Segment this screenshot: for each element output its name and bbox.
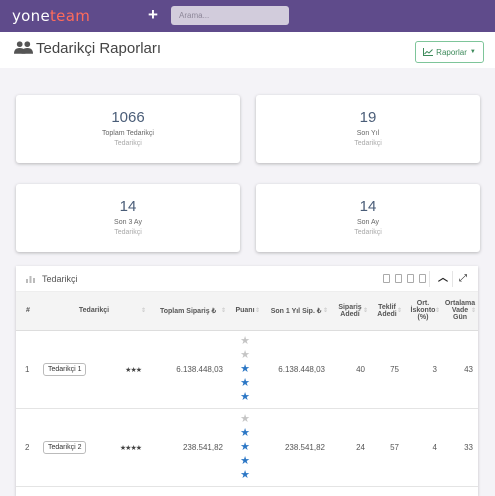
pdf-icon[interactable] xyxy=(407,274,414,283)
column-header-total-order[interactable]: Toplam Sipariş ₺ ⇕ xyxy=(148,292,228,331)
supplier-table: # Tedarikçi ⇕ Toplam Sipariş ₺ ⇕ Puanı ⇕ So… xyxy=(16,292,478,487)
column-header-term[interactable]: Ortalama Vade Gün ⇕ xyxy=(442,292,478,331)
reports-dropdown-button[interactable]: Raporlar ▼ xyxy=(415,41,484,63)
star-filled-icon[interactable]: ★ xyxy=(240,440,250,453)
discount-cell: 3 xyxy=(404,330,442,409)
stat-sublabel: Tedarikçi xyxy=(114,140,142,147)
top-navbar: yoneteam + xyxy=(0,0,495,32)
star-filled-icon[interactable]: ★ xyxy=(240,390,250,403)
caret-down-icon: ▼ xyxy=(469,49,476,55)
total-order-cell: 6.138.448,03 xyxy=(148,330,228,409)
supplier-cell: Tedarikçi 2 ★★★★ xyxy=(40,408,148,487)
stat-label: Son Ay xyxy=(356,219,380,226)
table-header-row: # Tedarikçi ⇕ Toplam Sipariş ₺ ⇕ Puanı ⇕ So… xyxy=(16,292,478,331)
sort-icon: ⇕ xyxy=(434,308,440,314)
row-index: 2 xyxy=(16,408,40,487)
users-icon xyxy=(14,41,33,54)
print-icon[interactable] xyxy=(419,274,426,283)
excel-icon[interactable] xyxy=(395,274,402,283)
stat-value: 19 xyxy=(359,109,377,126)
row-index: 1 xyxy=(16,330,40,409)
sort-icon: ⇕ xyxy=(140,308,146,314)
supplier-tag[interactable]: Tedarikçi 1 xyxy=(43,362,87,376)
rating-stars: ★ ★ ★ ★ ★ xyxy=(231,335,259,404)
add-button[interactable]: + xyxy=(148,5,158,24)
column-header-last-year[interactable]: Son 1 Yıl Sip. ₺ ⇕ xyxy=(262,292,330,331)
star-filled-icon[interactable]: ★ xyxy=(240,376,250,389)
stat-card-last-3-months: 14 Son 3 Ay Tedarikçi xyxy=(16,184,240,252)
stat-value: 14 xyxy=(119,198,137,215)
stat-label: Toplam Tedarikçi xyxy=(101,130,154,137)
panel-title: Tedarikçi xyxy=(42,274,78,284)
column-header-supplier[interactable]: Tedarikçi ⇕ xyxy=(40,292,148,331)
last-year-cell: 238.541,82 xyxy=(262,408,330,487)
panel-header: Tedarikçi ︿ ⤢ xyxy=(16,266,478,292)
supplier-cell: Tedarikçi 1 ★★★ xyxy=(40,330,148,409)
supplier-table-panel: Tedarikçi ︿ ⤢ # Tedarikçi ⇕ Toplam Sipari… xyxy=(16,266,478,496)
term-cell: 33 xyxy=(442,408,478,487)
stat-sublabel: Tedarikçi xyxy=(114,229,142,236)
stat-value: 1066 xyxy=(111,109,145,126)
star-empty-icon[interactable]: ★ xyxy=(240,412,250,425)
stat-label: Son Yıl xyxy=(356,130,380,137)
divider xyxy=(429,271,430,287)
mini-rating-stars: ★★★ xyxy=(125,366,142,374)
stat-sublabel: Tedarikçi xyxy=(354,229,382,236)
star-empty-icon[interactable]: ★ xyxy=(240,348,250,361)
order-count-cell: 24 xyxy=(330,408,370,487)
supplier-tag[interactable]: Tedarikçi 2 xyxy=(43,440,87,454)
app-logo[interactable]: yoneteam xyxy=(12,7,91,25)
last-year-cell: 6.138.448,03 xyxy=(262,330,330,409)
rating-stars: ★ ★ ★ ★ ★ xyxy=(231,413,259,482)
stat-label: Son 3 Ay xyxy=(114,219,142,226)
stat-value: 14 xyxy=(359,198,377,215)
stat-card-total: 1066 Toplam Tedarikçi Tedarikçi xyxy=(16,95,240,163)
sort-icon: ⇕ xyxy=(362,308,368,314)
column-header-rating[interactable]: Puanı ⇕ xyxy=(228,292,262,331)
column-header-discount[interactable]: Ort. İskonto (%) ⇕ xyxy=(404,292,442,331)
divider xyxy=(452,271,453,287)
stat-card-last-year: 19 Son Yıl Tedarikçi xyxy=(256,95,480,163)
offer-count-cell: 57 xyxy=(370,408,404,487)
star-filled-icon[interactable]: ★ xyxy=(240,426,250,439)
order-count-cell: 40 xyxy=(330,330,370,409)
column-header-offer-count[interactable]: Teklif Adedi ⇕ xyxy=(370,292,404,331)
stat-card-last-month: 14 Son Ay Tedarikçi xyxy=(256,184,480,252)
table-row[interactable]: 2 Tedarikçi 2 ★★★★ 238.541,82 ★ ★ ★ ★ ★ 238.… xyxy=(16,408,478,487)
mini-rating-stars: ★★★★ xyxy=(119,444,142,452)
sort-icon: ⇕ xyxy=(470,308,476,314)
term-cell: 43 xyxy=(442,330,478,409)
star-filled-icon[interactable]: ★ xyxy=(240,468,250,481)
sort-icon: ⇕ xyxy=(254,308,260,314)
chart-line-icon xyxy=(423,48,434,56)
page-title: Tedarikçi Raporları xyxy=(36,40,162,57)
sort-icon: ⇕ xyxy=(396,308,402,314)
copy-icon[interactable] xyxy=(383,274,390,283)
sort-icon: ⇕ xyxy=(322,308,328,314)
table-row[interactable]: 1 Tedarikçi 1 ★★★ 6.138.448,03 ★ ★ ★ ★ ★ 6.1… xyxy=(16,330,478,409)
rating-cell: ★ ★ ★ ★ ★ xyxy=(228,408,262,487)
column-header-order-count[interactable]: Sipariş Adedi ⇕ xyxy=(330,292,370,331)
discount-cell: 4 xyxy=(404,408,442,487)
export-tools xyxy=(383,274,426,283)
offer-count-cell: 75 xyxy=(370,330,404,409)
expand-icon[interactable]: ⤢ xyxy=(459,273,467,284)
rating-cell: ★ ★ ★ ★ ★ xyxy=(228,330,262,409)
star-empty-icon[interactable]: ★ xyxy=(240,334,250,347)
reports-button-label: Raporlar xyxy=(436,47,467,57)
collapse-icon[interactable]: ︿ xyxy=(438,273,448,284)
star-filled-icon[interactable]: ★ xyxy=(240,362,250,375)
stat-sublabel: Tedarikçi xyxy=(354,140,382,147)
total-order-cell: 238.541,82 xyxy=(148,408,228,487)
bar-chart-icon xyxy=(26,276,35,283)
page-header: Tedarikçi Raporları Raporlar ▼ xyxy=(0,32,495,68)
search-input[interactable] xyxy=(171,6,289,25)
star-filled-icon[interactable]: ★ xyxy=(240,454,250,467)
sort-icon: ⇕ xyxy=(220,308,226,314)
column-header-index[interactable]: # xyxy=(16,292,40,331)
